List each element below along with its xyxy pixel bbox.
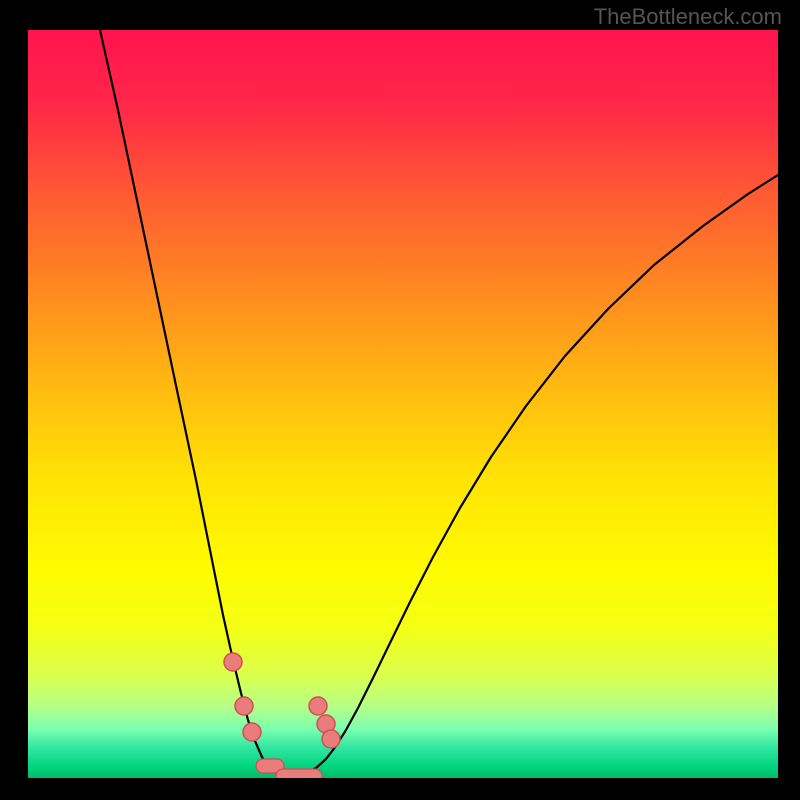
data-point-marker — [322, 730, 340, 748]
plot-area — [28, 30, 778, 778]
curve-layer — [28, 30, 778, 778]
data-point-marker — [224, 653, 242, 671]
valley-bar-marker — [276, 769, 322, 778]
watermark-text: TheBottleneck.com — [594, 4, 782, 30]
data-point-marker — [243, 723, 261, 741]
data-point-marker — [309, 697, 327, 715]
data-point-marker — [235, 697, 253, 715]
bottleneck-curve — [100, 30, 778, 776]
